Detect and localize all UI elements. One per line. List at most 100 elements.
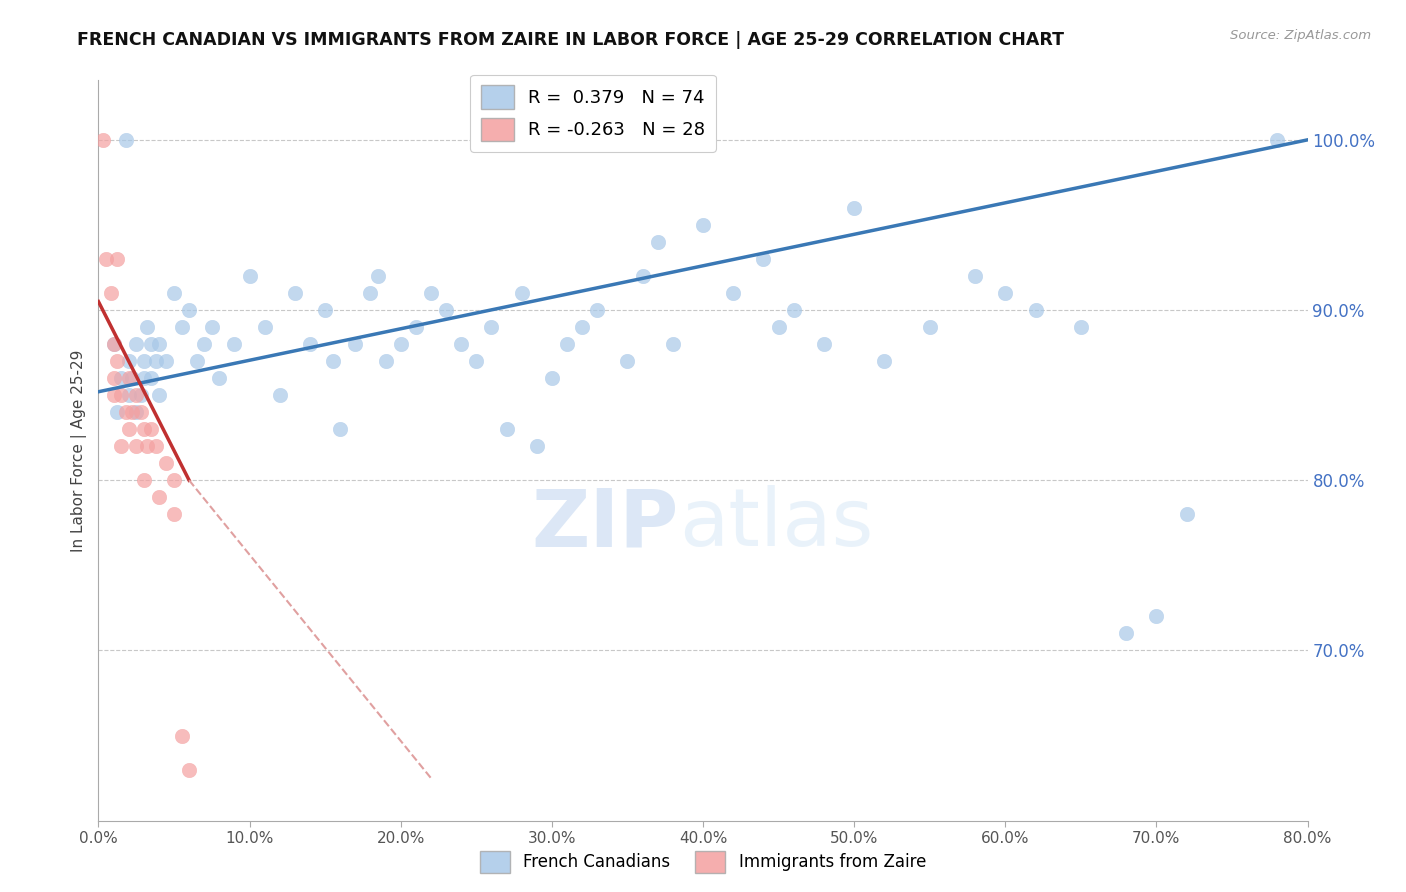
- Point: [170, 320, 193, 334]
- Point: [105, 405, 128, 419]
- Point: [100, 286, 122, 301]
- Point: [661, 337, 683, 351]
- Point: [103, 337, 125, 351]
- Point: [170, 729, 193, 743]
- Point: [148, 337, 170, 351]
- Point: [163, 473, 186, 487]
- Point: [586, 303, 609, 318]
- Point: [329, 422, 352, 436]
- Point: [125, 405, 148, 419]
- Point: [374, 354, 396, 368]
- Point: [1146, 609, 1168, 624]
- Point: [179, 303, 201, 318]
- Point: [148, 490, 170, 504]
- Point: [129, 405, 152, 419]
- Point: [1070, 320, 1092, 334]
- Point: [121, 371, 143, 385]
- Point: [193, 337, 215, 351]
- Point: [118, 371, 141, 385]
- Point: [179, 763, 201, 777]
- Point: [360, 286, 382, 301]
- Point: [540, 371, 562, 385]
- Point: [141, 422, 163, 436]
- Text: FRENCH CANADIAN VS IMMIGRANTS FROM ZAIRE IN LABOR FORCE | AGE 25-29 CORRELATION : FRENCH CANADIAN VS IMMIGRANTS FROM ZAIRE…: [77, 31, 1064, 49]
- Point: [155, 456, 177, 470]
- Point: [132, 422, 155, 436]
- Point: [105, 354, 128, 368]
- Point: [145, 354, 167, 368]
- Point: [105, 252, 128, 266]
- Point: [1267, 133, 1289, 147]
- Point: [813, 337, 835, 351]
- Point: [692, 218, 714, 232]
- Point: [844, 201, 866, 215]
- Point: [201, 320, 224, 334]
- Point: [132, 354, 155, 368]
- Point: [163, 286, 186, 301]
- Point: [434, 303, 457, 318]
- Point: [367, 268, 389, 283]
- Point: [186, 354, 208, 368]
- Point: [118, 354, 141, 368]
- Point: [994, 286, 1017, 301]
- Point: [125, 439, 148, 453]
- Point: [125, 388, 148, 402]
- Point: [344, 337, 367, 351]
- Point: [141, 337, 163, 351]
- Point: [723, 286, 745, 301]
- Point: [510, 286, 533, 301]
- Point: [94, 252, 117, 266]
- Point: [783, 303, 806, 318]
- Text: Source: ZipAtlas.com: Source: ZipAtlas.com: [1230, 29, 1371, 42]
- Legend: R =  0.379   N = 74, R = -0.263   N = 28: R = 0.379 N = 74, R = -0.263 N = 28: [470, 75, 716, 152]
- Point: [114, 133, 136, 147]
- Point: [239, 268, 262, 283]
- Point: [163, 508, 186, 522]
- Point: [208, 371, 231, 385]
- Point: [555, 337, 578, 351]
- Point: [1024, 303, 1046, 318]
- Point: [965, 268, 987, 283]
- Point: [495, 422, 517, 436]
- Point: [103, 388, 125, 402]
- Point: [91, 133, 114, 147]
- Point: [420, 286, 443, 301]
- Point: [314, 303, 336, 318]
- Point: [647, 235, 669, 249]
- Legend: French Canadians, Immigrants from Zaire: French Canadians, Immigrants from Zaire: [474, 845, 932, 880]
- Text: ZIP: ZIP: [531, 485, 679, 564]
- Point: [125, 337, 148, 351]
- Point: [322, 354, 344, 368]
- Point: [405, 320, 427, 334]
- Point: [269, 388, 291, 402]
- Point: [145, 439, 167, 453]
- Point: [450, 337, 472, 351]
- Point: [253, 320, 276, 334]
- Point: [768, 320, 790, 334]
- Point: [155, 354, 177, 368]
- Point: [135, 439, 157, 453]
- Point: [873, 354, 896, 368]
- Point: [465, 354, 488, 368]
- Point: [129, 388, 152, 402]
- Point: [118, 422, 141, 436]
- Point: [224, 337, 246, 351]
- Text: atlas: atlas: [679, 485, 873, 564]
- Point: [571, 320, 593, 334]
- Point: [299, 337, 322, 351]
- Point: [114, 405, 136, 419]
- Point: [110, 371, 132, 385]
- Point: [918, 320, 941, 334]
- Point: [121, 405, 143, 419]
- Point: [103, 371, 125, 385]
- Point: [118, 388, 141, 402]
- Point: [110, 439, 132, 453]
- Point: [481, 320, 503, 334]
- Point: [616, 354, 638, 368]
- Point: [135, 320, 157, 334]
- Point: [148, 388, 170, 402]
- Point: [752, 252, 775, 266]
- Point: [110, 388, 132, 402]
- Point: [132, 371, 155, 385]
- Point: [141, 371, 163, 385]
